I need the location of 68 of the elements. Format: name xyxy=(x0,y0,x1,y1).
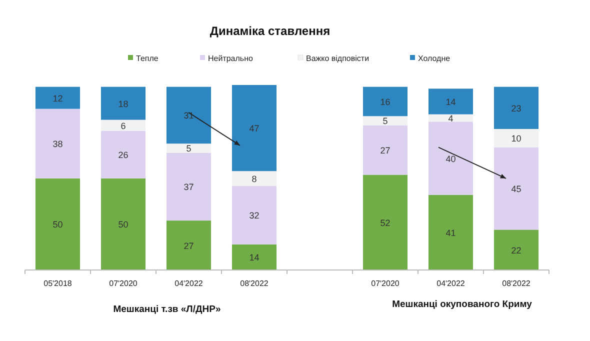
legend-label: Важко відповісти xyxy=(306,54,370,63)
bar xyxy=(362,174,408,270)
x-tick-label: 04'2022 xyxy=(174,279,204,288)
bar xyxy=(428,114,474,122)
data-label: 8 xyxy=(252,174,257,184)
data-label: 23 xyxy=(511,103,522,114)
bar xyxy=(166,152,212,221)
data-label: 45 xyxy=(511,184,522,194)
data-label: 6 xyxy=(120,120,126,131)
data-label: 26 xyxy=(118,150,128,160)
bar xyxy=(166,86,212,144)
data-label: 50 xyxy=(118,220,128,230)
chart-title: Динаміка ставлення xyxy=(210,24,330,38)
bar xyxy=(166,220,212,270)
bar xyxy=(494,230,539,270)
x-tick-label: 08'2022 xyxy=(240,279,269,288)
data-label: 4 xyxy=(448,113,454,124)
bar xyxy=(362,116,408,126)
legend-label: Нейтрально xyxy=(208,54,254,63)
data-label: 31 xyxy=(184,110,194,121)
bar xyxy=(232,186,277,244)
x-tick-label: 05'2018 xyxy=(44,279,72,288)
bar xyxy=(166,144,212,153)
bar xyxy=(100,120,146,131)
text: Мешканці окупованого Криму xyxy=(392,299,533,310)
bar xyxy=(494,128,539,148)
bar xyxy=(100,86,146,120)
data-label: 27 xyxy=(184,240,194,251)
x-tick-label: 07'2020 xyxy=(371,279,400,288)
bar xyxy=(100,178,146,270)
bar xyxy=(232,171,277,186)
data-label: 27 xyxy=(380,146,390,156)
data-label: 14 xyxy=(249,252,260,263)
data-label: 10 xyxy=(511,134,522,144)
data-label: 41 xyxy=(446,228,456,238)
data-label: 18 xyxy=(118,98,128,109)
bar xyxy=(35,178,80,270)
x-tick-label: 08'2022 xyxy=(502,279,531,288)
data-label: 52 xyxy=(380,218,390,228)
bar xyxy=(232,85,277,172)
data-label: 47 xyxy=(249,124,260,134)
bar xyxy=(362,86,408,116)
bar xyxy=(232,244,277,270)
data-label: 16 xyxy=(380,96,390,107)
data-label: 40 xyxy=(446,154,456,164)
bar xyxy=(428,122,474,195)
data-label: 12 xyxy=(52,93,63,104)
data-label: 38 xyxy=(52,139,63,150)
bar xyxy=(428,194,474,270)
data-label: 14 xyxy=(446,96,456,107)
data-label: 22 xyxy=(511,245,522,256)
bar xyxy=(428,88,474,114)
data-label: 5 xyxy=(382,116,388,126)
bar xyxy=(100,130,146,178)
text: Мешканці т.зв «Л/ДНР» xyxy=(113,304,221,315)
x-tick-label: 07'2020 xyxy=(109,279,138,288)
x-tick-label: 04'2022 xyxy=(436,279,466,288)
data-label: 37 xyxy=(184,182,194,192)
bar xyxy=(35,86,80,109)
data-label: 32 xyxy=(249,210,260,221)
data-label: 50 xyxy=(52,220,63,230)
legend-label: Холодне xyxy=(418,54,451,63)
data-label: 5 xyxy=(186,144,192,154)
bar xyxy=(494,147,539,230)
bar xyxy=(362,125,408,175)
bar xyxy=(494,86,539,129)
bar xyxy=(35,108,80,178)
legend-label: Тепле xyxy=(136,54,159,63)
